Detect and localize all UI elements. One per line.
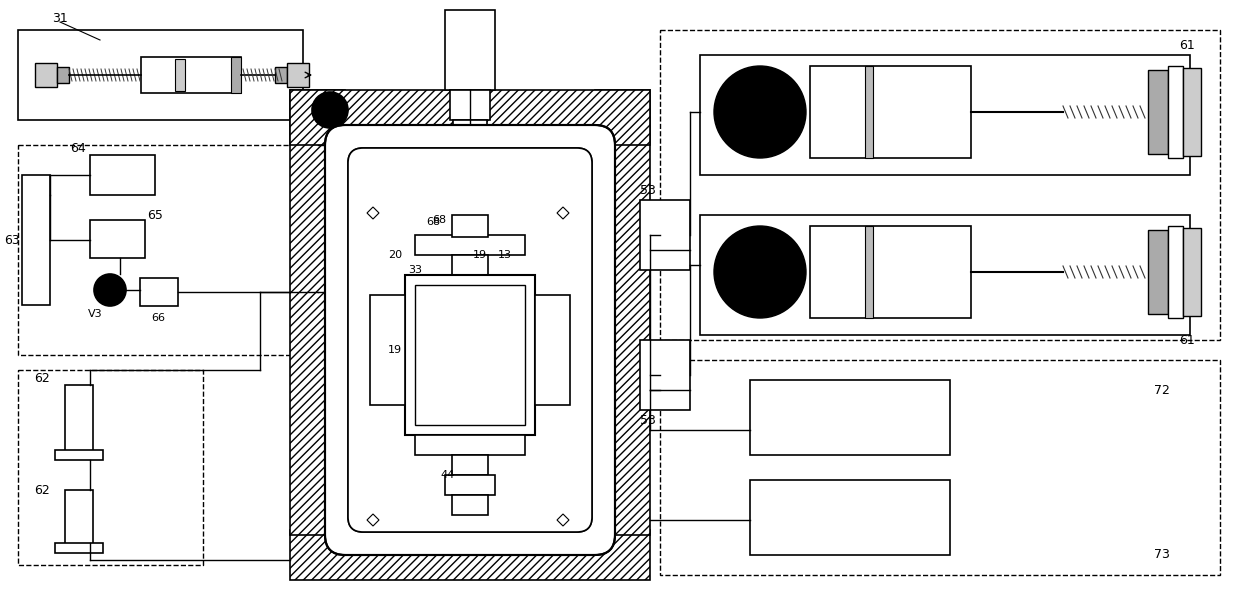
Text: 61: 61 — [1180, 334, 1194, 346]
Polygon shape — [558, 514, 569, 526]
Bar — [865, 226, 873, 318]
Bar — [290, 90, 650, 145]
Bar — [90, 220, 145, 258]
Bar — [287, 63, 309, 87]
Circle shape — [714, 66, 807, 158]
Text: 62: 62 — [35, 371, 50, 384]
Text: 62: 62 — [35, 484, 50, 496]
Bar — [535, 295, 570, 405]
Bar — [452, 255, 488, 275]
Text: 68: 68 — [426, 217, 440, 227]
Bar — [344, 145, 595, 535]
Bar — [344, 145, 595, 530]
Bar — [452, 495, 488, 515]
Bar — [64, 490, 93, 545]
Bar — [90, 155, 155, 195]
Bar — [810, 226, 971, 318]
Polygon shape — [367, 207, 379, 219]
Bar — [865, 66, 873, 158]
FancyBboxPatch shape — [348, 148, 592, 532]
Bar — [660, 30, 1220, 340]
Bar — [19, 370, 203, 565]
Bar — [22, 175, 50, 305]
Text: 19: 19 — [388, 345, 403, 355]
Text: 53: 53 — [641, 414, 655, 427]
Text: 68: 68 — [432, 215, 446, 225]
Text: 20: 20 — [388, 250, 403, 260]
Bar — [405, 275, 535, 435]
Text: 64: 64 — [71, 142, 85, 155]
FancyBboxPatch shape — [348, 148, 592, 532]
Bar — [450, 90, 489, 120]
Bar — [141, 57, 242, 93]
Bar — [1149, 230, 1168, 314]
Bar — [19, 145, 318, 355]
Bar — [290, 530, 650, 580]
Bar — [1168, 66, 1183, 158]
Circle shape — [94, 274, 126, 306]
Bar — [641, 340, 690, 410]
Bar — [595, 90, 650, 535]
Bar — [415, 235, 525, 255]
Bar — [445, 475, 496, 495]
Bar — [1183, 68, 1201, 156]
Bar — [810, 66, 971, 158]
Text: ②: ② — [325, 105, 335, 115]
Bar — [35, 63, 57, 87]
Bar — [57, 67, 69, 83]
Text: 53: 53 — [641, 183, 655, 196]
Bar — [445, 10, 496, 90]
Bar — [55, 450, 103, 460]
Text: 13: 13 — [498, 250, 512, 260]
Bar — [19, 30, 304, 120]
Polygon shape — [558, 207, 569, 219]
Bar — [415, 435, 525, 455]
Bar — [700, 215, 1189, 335]
Bar — [1168, 226, 1183, 318]
Bar — [750, 480, 950, 555]
Circle shape — [312, 92, 348, 128]
FancyBboxPatch shape — [325, 125, 615, 555]
Text: 31: 31 — [52, 11, 68, 24]
Bar — [140, 278, 178, 306]
Bar — [415, 285, 525, 425]
Bar — [1183, 228, 1201, 316]
Text: 44: 44 — [441, 470, 455, 480]
Bar — [452, 455, 488, 475]
Bar — [641, 200, 690, 270]
Text: 63: 63 — [4, 233, 20, 246]
Bar — [55, 543, 103, 553]
Bar — [1149, 70, 1168, 154]
Text: V3: V3 — [88, 309, 103, 319]
Bar — [660, 360, 1220, 575]
Bar — [452, 215, 488, 237]
Text: 72: 72 — [1154, 384, 1170, 396]
Bar — [370, 295, 405, 405]
Text: 66: 66 — [151, 313, 165, 323]
Bar — [275, 67, 287, 83]
Text: 19: 19 — [473, 250, 487, 260]
Bar — [64, 385, 93, 455]
Bar — [290, 90, 344, 535]
Bar — [750, 380, 950, 455]
Circle shape — [714, 226, 807, 318]
Bar — [700, 55, 1189, 175]
Text: 33: 33 — [408, 265, 422, 275]
Text: 61: 61 — [1180, 39, 1194, 52]
Text: 65: 65 — [147, 208, 164, 221]
Polygon shape — [367, 514, 379, 526]
Text: 73: 73 — [1154, 549, 1170, 562]
Bar — [175, 59, 185, 91]
Bar — [453, 120, 487, 150]
Bar — [230, 57, 242, 93]
